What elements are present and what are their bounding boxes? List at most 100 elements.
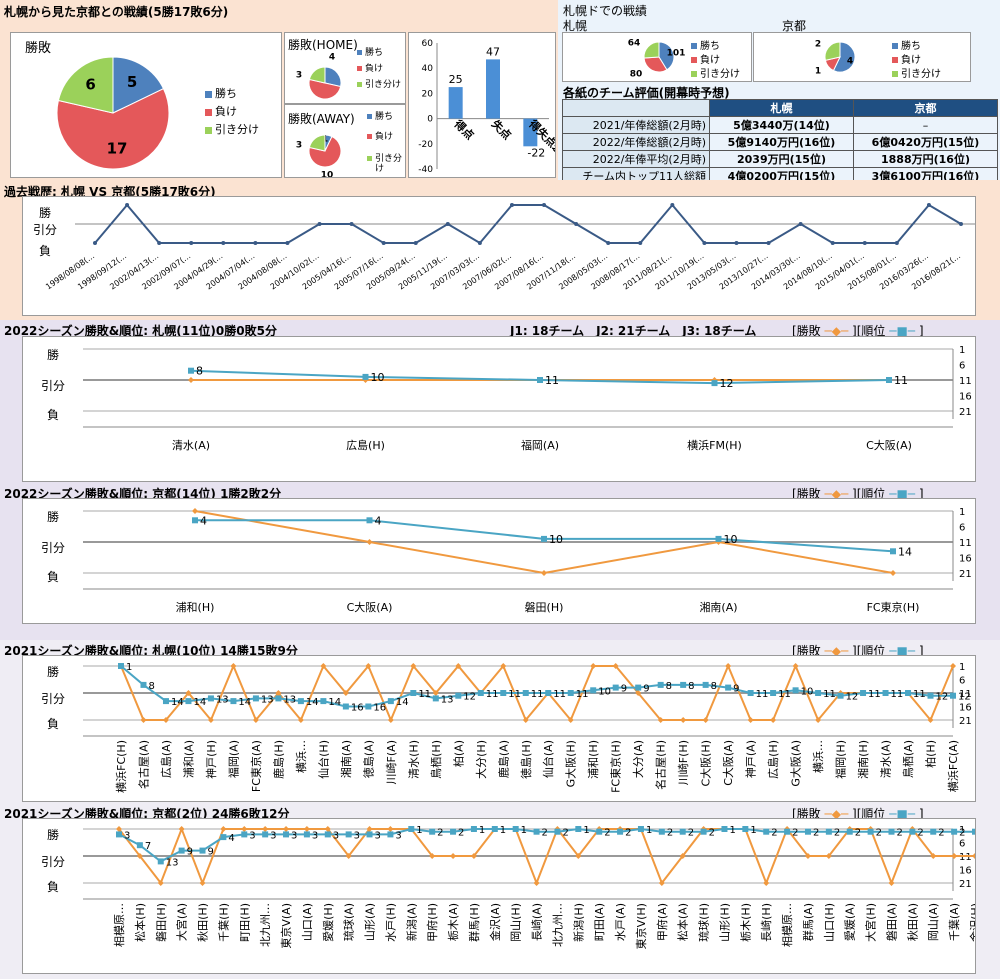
history-point (734, 241, 739, 245)
season-ylabel: 引分 (41, 541, 65, 555)
category-label: 相模原… (113, 903, 126, 947)
record-point (345, 853, 352, 859)
goals-ytick: 20 (422, 89, 434, 99)
rank-point (554, 828, 561, 835)
dome-s-legend-win: 勝ち (691, 37, 720, 52)
rank-point (500, 690, 507, 696)
season-ylabel: 負 (47, 717, 59, 731)
legend-record-label: [勝敗 (792, 324, 821, 338)
home-legend-loss: 負け (357, 61, 383, 74)
history-point (638, 241, 643, 245)
record-point (450, 853, 457, 859)
rank-point (297, 698, 304, 705)
season-ylabel: 引分 (41, 855, 65, 869)
rank-label: 14 (328, 697, 341, 708)
dome-s-legend-draw: 引き分け (691, 65, 740, 80)
category-label: C大阪(A) (866, 438, 912, 452)
category-label: 神戸(H) (204, 740, 218, 779)
category-label: 新潟(H) (571, 903, 585, 942)
rank-point (792, 687, 799, 694)
history-line-chart: 勝引分負1998/08/08(…1998/09/12(…2002/04/13(…… (33, 203, 975, 291)
category-label: C大阪(A) (721, 740, 735, 786)
record-point (324, 826, 331, 832)
rank-point (930, 828, 937, 835)
record-point (140, 717, 147, 723)
history-point (574, 222, 579, 226)
rank-label: 13 (441, 694, 454, 705)
legend-record-label: [勝敗 (792, 487, 821, 501)
pie-label: 80 (630, 70, 643, 80)
category-label: 相模原… (781, 903, 794, 947)
rank-label: 3 (312, 830, 318, 841)
rank-point (679, 828, 686, 835)
rank-label: 12 (846, 692, 859, 703)
history-point (253, 241, 258, 245)
category-label: 広島(A) (159, 740, 173, 778)
rank-label: 11 (894, 374, 908, 387)
rank-label: 9 (733, 684, 739, 695)
rank-label: 11 (545, 374, 559, 387)
history-point (862, 241, 867, 245)
rank-legend-icon: ─■─ (889, 487, 916, 501)
rank-label: 1 (126, 662, 132, 673)
season-title: 2021シーズン勝敗&順位: 京都(2位) 24勝6敗12分 (4, 807, 290, 821)
category-label: 金沢(A) (488, 903, 502, 941)
record-point (541, 570, 547, 576)
rank-label: 3 (270, 830, 276, 841)
pie-label: 1 (815, 67, 821, 77)
league-size-note: J1: 18チーム J2: 21チーム J3: 18チーム (510, 324, 757, 338)
rank-label: 14 (193, 697, 206, 708)
rank-tick: 11 (959, 376, 972, 387)
rank-label: 2 (688, 828, 694, 839)
history-ylabel: 勝 (39, 205, 51, 220)
history-point (509, 203, 514, 207)
legend-loss: 負け (205, 103, 237, 119)
rank-point (882, 690, 889, 696)
rank-point (612, 684, 619, 691)
pie-label: 3 (296, 141, 302, 151)
rank-label: 3 (249, 830, 255, 841)
rank-point (972, 828, 975, 835)
category-label: 愛媛(A) (843, 903, 857, 941)
category-label: 栃木(A) (446, 903, 460, 941)
rank-label: 4 (228, 833, 234, 844)
rank-label: 4 (375, 514, 382, 527)
history-point (157, 241, 162, 245)
history-ylabel: 引分 (33, 223, 57, 237)
rank-point (541, 535, 547, 542)
rank-point (283, 831, 290, 838)
record-point (972, 853, 975, 859)
category-label: 川崎F(H) (676, 740, 690, 785)
away-pie-box: 勝敗(AWAY) 1103 勝ち 負け 引き分 け (284, 104, 406, 178)
eval-header-row: 札幌 京都 (562, 99, 998, 117)
goals-ytick: -20 (418, 140, 433, 150)
rank-point (207, 695, 214, 702)
record-point (679, 853, 686, 859)
rank-point (837, 692, 844, 699)
rank-label: 1 (729, 825, 735, 836)
pie-label: 17 (107, 139, 128, 157)
rank-point (366, 831, 373, 838)
rank-point (522, 690, 529, 696)
category-label: 鹿島(A) (496, 740, 510, 778)
category-label: 琉球(A) (342, 903, 356, 941)
record-point (470, 853, 477, 859)
category-label: 松本(H) (133, 903, 147, 942)
rank-label: 2 (667, 828, 673, 839)
category-label: 山口(A) (301, 903, 314, 941)
record-point (429, 853, 436, 859)
rank-line (118, 827, 975, 863)
history-point (445, 222, 450, 226)
rank-point (575, 826, 582, 832)
category-label: 徳島(A) (361, 740, 375, 778)
rank-tick: 11 (959, 689, 972, 700)
pie-label: 5 (127, 73, 137, 91)
dome-kyoto-box: 4 1 2 勝ち 負け 引き分け (753, 32, 971, 82)
category-label: G大阪(H) (564, 740, 578, 787)
rank-label: 4 (200, 514, 207, 527)
rank-label: 13 (261, 694, 274, 705)
rank-tick: 21 (959, 879, 972, 890)
overall-pie-box: 勝敗 5 17 6 勝ち 負け 引き分け (10, 32, 282, 178)
season-title: 2021シーズン勝敗&順位: 札幌(10位) 14勝15敗9分 (4, 644, 298, 658)
